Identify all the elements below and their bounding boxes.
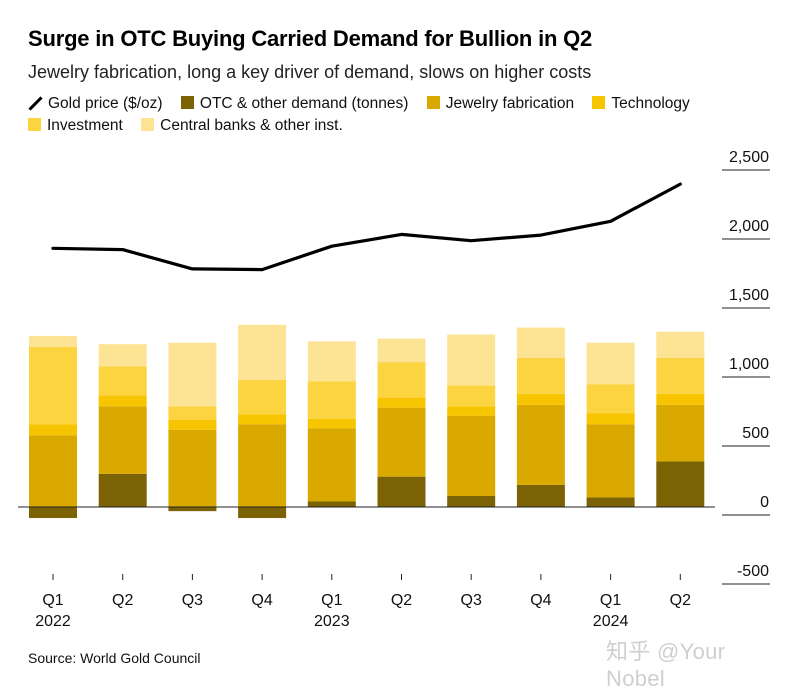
bar-segment-4-7: [517, 328, 565, 358]
bar-segment-1-3: [238, 424, 286, 507]
bar-segment-4-4: [308, 341, 356, 381]
gold-price-line: [53, 184, 680, 270]
bar-segment-2-3: [238, 415, 286, 425]
bar-segment-0-0: [29, 507, 77, 518]
y-tick-label-3: 1,000: [729, 356, 769, 373]
bar-segment-1-0: [29, 435, 77, 507]
x-year-label-0: 2022: [35, 613, 71, 630]
x-tick-label-0: Q1: [42, 592, 63, 609]
y-tick-label-6: 2,500: [729, 149, 769, 166]
bar-segment-2-1: [99, 395, 147, 406]
bar-segment-2-7: [517, 394, 565, 405]
bar-segment-0-2: [168, 507, 216, 511]
bar-segment-0-8: [587, 497, 635, 507]
bar-segment-3-9: [656, 358, 704, 394]
source-note: Source: World Gold Council: [28, 650, 200, 666]
x-tick-label-9: Q2: [670, 592, 691, 609]
y-tick-label-0: -500: [737, 563, 769, 580]
bar-segment-0-9: [656, 461, 704, 507]
bar-segment-3-7: [517, 358, 565, 394]
y-tick-label-5: 2,000: [729, 218, 769, 235]
bar-segment-0-1: [99, 474, 147, 507]
x-tick-label-2: Q3: [182, 592, 203, 609]
bar-segment-2-4: [308, 419, 356, 429]
bar-segment-4-0: [29, 336, 77, 347]
bar-segment-2-5: [378, 398, 426, 408]
watermark: 知乎 @Your Nobel: [606, 634, 786, 692]
bar-segment-2-2: [168, 420, 216, 430]
bar-segment-3-8: [587, 384, 635, 413]
bar-segment-3-4: [308, 381, 356, 418]
bar-segment-0-6: [447, 496, 495, 507]
bar-segment-3-5: [378, 362, 426, 398]
y-tick-label-4: 1,500: [729, 287, 769, 304]
bar-segment-2-0: [29, 424, 77, 435]
bar-segment-3-6: [447, 386, 495, 407]
y-tick-label-1: 0: [760, 494, 769, 511]
x-year-label-1: 2023: [314, 613, 350, 630]
x-tick-label-6: Q3: [461, 592, 482, 609]
x-tick-label-3: Q4: [251, 592, 272, 609]
x-year-label-2: 2024: [593, 613, 629, 630]
bar-segment-2-8: [587, 413, 635, 424]
bar-segment-0-3: [238, 507, 286, 518]
bar-segment-4-3: [238, 325, 286, 380]
bar-segment-3-3: [238, 380, 286, 415]
bar-segment-3-0: [29, 347, 77, 424]
bar-segment-1-5: [378, 408, 426, 477]
bar-segment-0-7: [517, 485, 565, 507]
bar-segment-4-2: [168, 343, 216, 406]
bar-segment-4-1: [99, 344, 147, 366]
bar-segment-1-4: [308, 428, 356, 501]
bar-segment-4-9: [656, 332, 704, 358]
bar-segment-0-4: [308, 501, 356, 507]
x-tick-label-7: Q4: [530, 592, 551, 609]
y-tick-label-2: 500: [742, 425, 769, 442]
bar-segment-2-9: [656, 394, 704, 405]
bar-segment-3-1: [99, 366, 147, 395]
bar-segment-1-7: [517, 405, 565, 485]
x-tick-label-4: Q1: [321, 592, 342, 609]
x-tick-label-8: Q1: [600, 592, 621, 609]
bar-segment-3-2: [168, 406, 216, 420]
bar-segment-1-6: [447, 416, 495, 496]
bar-segment-4-8: [587, 343, 635, 384]
bar-segment-1-1: [99, 406, 147, 474]
bar-segment-4-5: [378, 339, 426, 362]
bar-segment-1-8: [587, 424, 635, 497]
bar-segment-2-6: [447, 406, 495, 416]
bar-segment-4-6: [447, 335, 495, 386]
bar-segment-0-5: [378, 477, 426, 507]
bar-segment-1-2: [168, 430, 216, 507]
bar-segment-1-9: [656, 405, 704, 462]
x-tick-label-5: Q2: [391, 592, 412, 609]
x-tick-label-1: Q2: [112, 592, 133, 609]
